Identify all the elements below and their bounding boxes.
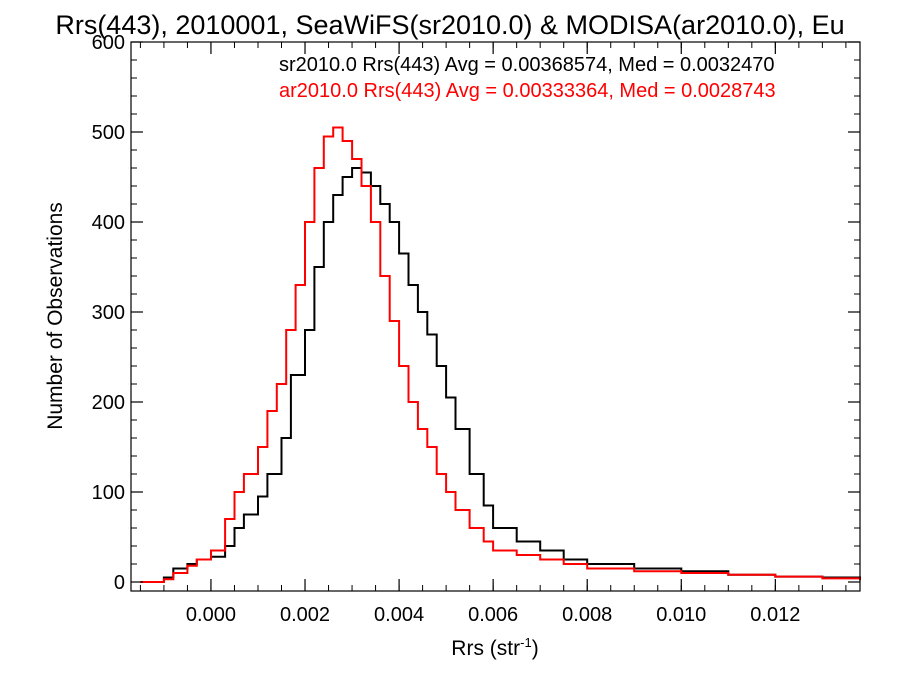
x-axis-label-suffix: )	[532, 637, 539, 660]
x-axis-label-superscript: -1	[520, 635, 532, 650]
y-tick-label: 200	[92, 392, 125, 414]
series-line-ar2010.0	[140, 126, 861, 583]
x-axis-label-main: Rrs (str	[451, 637, 520, 660]
y-axis-ticks: 0 100 200 300 400 500 600	[92, 32, 860, 594]
y-tick-label: 0	[114, 572, 125, 594]
plot-frame	[130, 41, 861, 592]
chart-title: Rrs(443), 2010001, SeaWiFS(sr2010.0) & M…	[55, 10, 844, 40]
y-tick-label: 100	[92, 482, 125, 504]
x-tick-label: 0.002	[280, 604, 330, 626]
x-tick-label: 0.004	[374, 604, 424, 626]
x-tick-label: 0.010	[656, 604, 706, 626]
y-tick-label: 300	[92, 302, 125, 324]
x-tick-label: 0.000	[186, 604, 236, 626]
x-tick-label: 0.012	[750, 604, 800, 626]
legend-entry-ar2010: ar2010.0 Rrs(443) Avg = 0.00333364, Med …	[279, 80, 776, 102]
y-tick-label: 600	[92, 32, 125, 54]
legend: sr2010.0 Rrs(443) Avg = 0.00368574, Med …	[279, 54, 776, 102]
y-tick-label: 500	[92, 122, 125, 144]
y-axis-label: Number of Observations	[44, 202, 67, 430]
series-line-sr2010.0	[140, 167, 861, 583]
series-layer	[140, 126, 861, 583]
x-tick-label: 0.008	[562, 604, 612, 626]
x-tick-label: 0.006	[468, 604, 518, 626]
legend-entry-sr2010: sr2010.0 Rrs(443) Avg = 0.00368574, Med …	[279, 54, 775, 76]
x-axis-label: Rrs (str-1)	[451, 635, 538, 660]
y-tick-label: 400	[92, 212, 125, 234]
x-axis-ticks: 0.000 0.002 0.004 0.006 0.008 0.010 0.012	[139, 42, 847, 626]
